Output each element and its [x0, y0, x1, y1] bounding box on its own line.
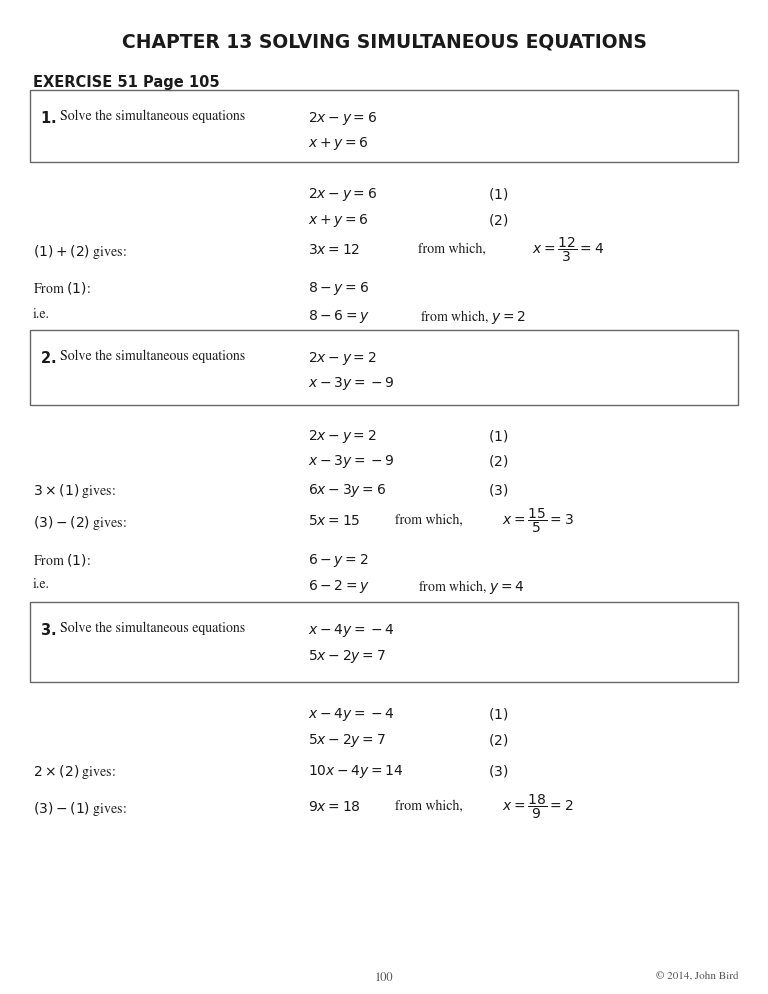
- Text: From $(1)$:: From $(1)$:: [33, 280, 91, 296]
- Text: i.e.: i.e.: [33, 308, 50, 321]
- Text: $x - 3y = -9$: $x - 3y = -9$: [308, 375, 395, 392]
- Text: $2x - y = 2$: $2x - y = 2$: [308, 350, 376, 367]
- Text: $8 - y = 6$: $8 - y = 6$: [308, 280, 369, 297]
- Text: $(1)$: $(1)$: [488, 706, 508, 722]
- Text: $10x - 4y = 14$: $10x - 4y = 14$: [308, 763, 404, 780]
- Text: from which,: from which,: [395, 514, 463, 528]
- Text: © 2014, John Bird: © 2014, John Bird: [656, 972, 738, 982]
- Text: $x = \dfrac{15}{5} = 3$: $x = \dfrac{15}{5} = 3$: [502, 507, 574, 536]
- Text: $(2)$: $(2)$: [488, 212, 508, 228]
- Text: $(2)$: $(2)$: [488, 453, 508, 469]
- Text: $x = \dfrac{12}{3} = 4$: $x = \dfrac{12}{3} = 4$: [532, 236, 604, 264]
- Text: $8 - 6 = y$: $8 - 6 = y$: [308, 308, 370, 325]
- Text: $6 - y = 2$: $6 - y = 2$: [308, 552, 369, 569]
- Text: $9x = 18$: $9x = 18$: [308, 800, 361, 814]
- Text: from which,: from which,: [418, 243, 485, 256]
- Text: $x + y = 6$: $x + y = 6$: [308, 135, 369, 152]
- Text: from which, $y = 4$: from which, $y = 4$: [418, 578, 525, 596]
- Text: $(3) - (1)$ gives:: $(3) - (1)$ gives:: [33, 800, 127, 818]
- Text: CHAPTER 13 SOLVING SIMULTANEOUS EQUATIONS: CHAPTER 13 SOLVING SIMULTANEOUS EQUATION…: [121, 32, 647, 51]
- Text: $3 \times (1)$ gives:: $3 \times (1)$ gives:: [33, 482, 116, 500]
- Text: $2x - y = 6$: $2x - y = 6$: [308, 186, 377, 203]
- Text: $5x = 15$: $5x = 15$: [308, 514, 360, 528]
- Text: $\mathbf{3.}$: $\mathbf{3.}$: [40, 622, 56, 638]
- Text: $2x - y = 6$: $2x - y = 6$: [308, 110, 377, 127]
- Text: from which, $y = 2$: from which, $y = 2$: [420, 308, 526, 326]
- Text: $(3)$: $(3)$: [488, 482, 508, 498]
- Text: $\mathbf{2.}$: $\mathbf{2.}$: [40, 350, 56, 366]
- Text: $\mathbf{1.}$: $\mathbf{1.}$: [40, 110, 56, 126]
- Text: $x = \dfrac{18}{9} = 2$: $x = \dfrac{18}{9} = 2$: [502, 793, 574, 821]
- Text: $(1)$: $(1)$: [488, 186, 508, 202]
- Text: from which,: from which,: [395, 800, 463, 813]
- Text: $x - 3y = -9$: $x - 3y = -9$: [308, 453, 395, 470]
- Text: $(3)$: $(3)$: [488, 763, 508, 779]
- Text: $3x = 12$: $3x = 12$: [308, 243, 360, 257]
- Text: $2x - y = 2$: $2x - y = 2$: [308, 428, 376, 445]
- Text: $6x - 3y = 6$: $6x - 3y = 6$: [308, 482, 386, 499]
- Text: Solve the simultaneous equations: Solve the simultaneous equations: [60, 622, 245, 635]
- Bar: [30, 90, 738, 162]
- Text: $(1) + (2)$ gives:: $(1) + (2)$ gives:: [33, 243, 127, 261]
- Text: $x + y = 6$: $x + y = 6$: [308, 212, 369, 229]
- Text: Solve the simultaneous equations: Solve the simultaneous equations: [60, 350, 245, 364]
- Text: 100: 100: [375, 972, 393, 984]
- Text: $6 - 2 = y$: $6 - 2 = y$: [308, 578, 370, 595]
- Text: $(2)$: $(2)$: [488, 732, 508, 748]
- Bar: [30, 330, 738, 405]
- Text: From $(1)$:: From $(1)$:: [33, 552, 91, 568]
- Text: $5x - 2y = 7$: $5x - 2y = 7$: [308, 732, 386, 749]
- Text: i.e.: i.e.: [33, 578, 50, 591]
- Text: $(3) - (2)$ gives:: $(3) - (2)$ gives:: [33, 514, 127, 532]
- Text: $x - 4y = -4$: $x - 4y = -4$: [308, 622, 395, 639]
- Text: Solve the simultaneous equations: Solve the simultaneous equations: [60, 110, 245, 123]
- Text: $(1)$: $(1)$: [488, 428, 508, 444]
- Text: $2 \times (2)$ gives:: $2 \times (2)$ gives:: [33, 763, 116, 781]
- Text: $5x - 2y = 7$: $5x - 2y = 7$: [308, 648, 386, 665]
- Bar: [30, 602, 738, 682]
- Text: $x - 4y = -4$: $x - 4y = -4$: [308, 706, 395, 723]
- Text: EXERCISE 51 Page 105: EXERCISE 51 Page 105: [33, 75, 220, 90]
